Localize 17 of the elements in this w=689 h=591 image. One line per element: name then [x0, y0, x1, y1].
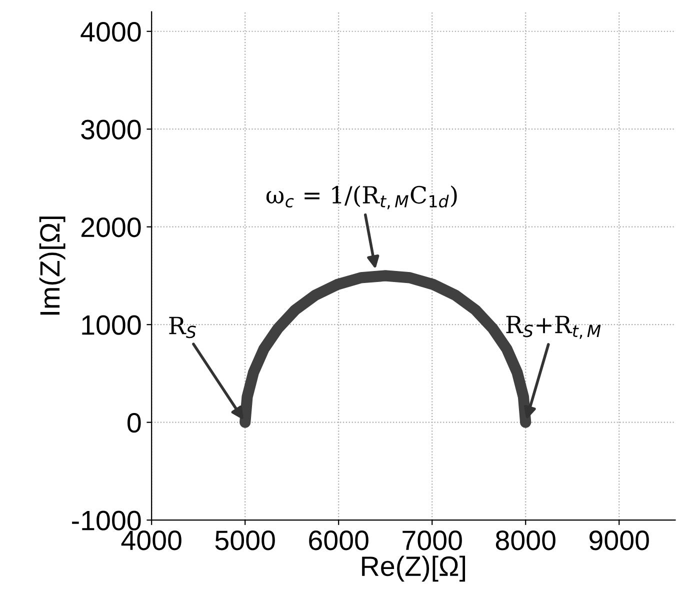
- y-tick-label: 3000: [81, 120, 141, 140]
- x-tick-label: 5000: [215, 530, 275, 550]
- x-axis-title: Re(Z)[Ω]: [362, 556, 466, 582]
- x-tick-label: 9000: [590, 530, 649, 550]
- x-tick-label: 8000: [496, 530, 556, 550]
- y-tick-label: 4000: [80, 22, 141, 42]
- y-tick-label: 1000: [82, 315, 141, 335]
- y-tick-label: -1000: [72, 510, 141, 530]
- annotation: ω$_{c}$ = 1/(R$_{t,M}$C$_{1d}$): [266, 185, 457, 210]
- y-tick-label: 0: [127, 413, 141, 433]
- x-tick-label: 4000: [121, 530, 182, 550]
- annotation: R$_{S}$: [169, 316, 196, 338]
- y-axis-title: Im(Z)[Ω]: [39, 216, 66, 315]
- x-tick-label: 7000: [402, 530, 462, 550]
- y-tick-label: 2000: [81, 218, 141, 238]
- x-tick-label: 6000: [309, 530, 368, 550]
- annotation: R$_{S}$+R$_{t,M}$: [506, 316, 601, 339]
